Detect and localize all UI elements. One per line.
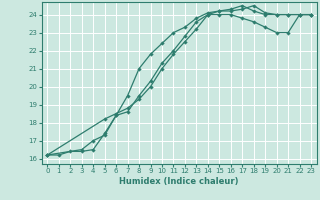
X-axis label: Humidex (Indice chaleur): Humidex (Indice chaleur) [119,177,239,186]
